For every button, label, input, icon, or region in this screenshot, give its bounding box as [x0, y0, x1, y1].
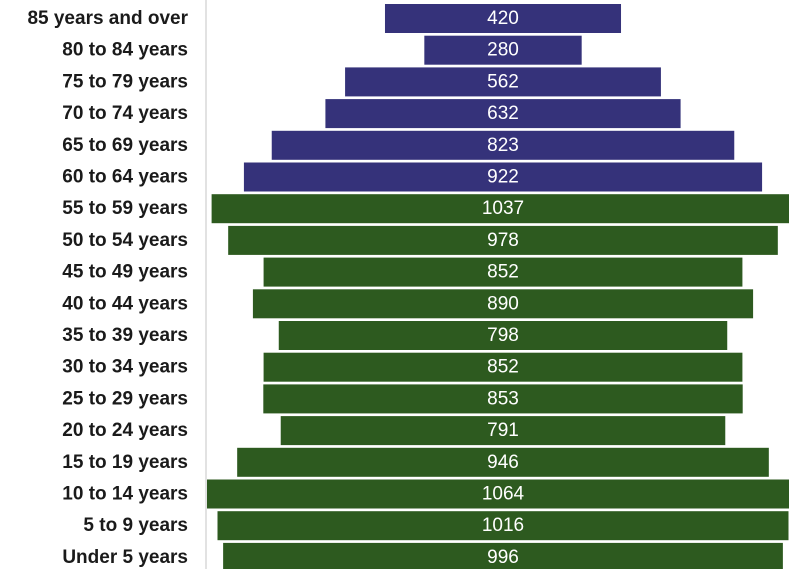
data-label: 791: [487, 420, 519, 441]
bar: [384, 4, 622, 33]
category-label: 5 to 9 years: [83, 515, 188, 536]
data-label: 562: [487, 71, 519, 92]
bar: [280, 416, 726, 446]
category-label: Under 5 years: [62, 547, 188, 568]
bar: [325, 99, 681, 129]
bar: [278, 321, 728, 350]
data-label: 890: [487, 293, 519, 314]
data-label: 996: [487, 547, 519, 568]
bar: [237, 447, 769, 477]
bar: [263, 384, 743, 414]
bar: [243, 162, 763, 192]
category-label: 10 to 14 years: [62, 484, 188, 505]
category-label: 75 to 79 years: [62, 71, 188, 92]
category-label: 50 to 54 years: [62, 230, 188, 251]
bar: [345, 67, 661, 97]
category-label: 60 to 64 years: [62, 167, 188, 188]
category-label: 25 to 29 years: [62, 388, 188, 409]
bar: [207, 479, 789, 509]
category-label: 15 to 19 years: [62, 452, 188, 473]
category-label: 70 to 74 years: [62, 103, 188, 124]
data-label: 632: [487, 103, 519, 124]
data-label: 823: [487, 135, 519, 156]
data-label: 1037: [482, 198, 524, 219]
category-label: 80 to 84 years: [62, 40, 188, 61]
data-label: 922: [487, 167, 519, 188]
bar: [263, 352, 743, 382]
category-label: 40 to 44 years: [62, 293, 188, 314]
data-label: 978: [487, 230, 519, 251]
category-label: 45 to 49 years: [62, 262, 188, 283]
data-label: 853: [487, 388, 519, 409]
category-label: 85 years and over: [27, 8, 188, 29]
bar: [252, 289, 754, 319]
category-label: 35 to 39 years: [62, 325, 188, 346]
data-label: 1064: [482, 484, 525, 505]
category-label: 55 to 59 years: [62, 198, 188, 219]
data-label: 280: [487, 40, 519, 61]
bar: [271, 130, 735, 160]
data-label: 798: [487, 325, 519, 346]
bar: [223, 542, 783, 569]
data-label: 420: [487, 8, 519, 29]
bar: [217, 511, 789, 541]
data-label: 1016: [482, 515, 524, 536]
category-label: 20 to 24 years: [62, 420, 188, 441]
category-label: 30 to 34 years: [62, 357, 188, 378]
bar: [263, 257, 743, 287]
data-label: 852: [487, 262, 519, 283]
data-label: 852: [487, 357, 519, 378]
bar: [228, 225, 778, 255]
bar: [211, 194, 789, 224]
data-label: 946: [487, 452, 519, 473]
category-label: 65 to 69 years: [62, 135, 188, 156]
bar: [424, 35, 582, 65]
